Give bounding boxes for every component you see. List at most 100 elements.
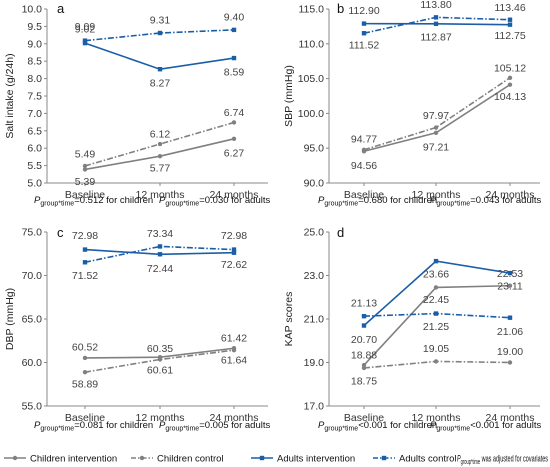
data-label: 8.27 [150, 78, 171, 90]
y-axis-title: KAP scores [283, 292, 295, 347]
data-point-adults-intervention [82, 247, 88, 252]
data-label: 112.75 [494, 30, 525, 42]
legend-covariate-note: Pgroup*time was adjusted for covariates [457, 454, 548, 467]
data-point-adults-intervention [361, 21, 367, 26]
panel-b: 90.0 95.0 100.0 105.0 110.0 115.0 Baseline 12 m… [283, 0, 541, 208]
data-point-adults-control [433, 15, 439, 20]
data-label: 19.00 [497, 346, 523, 358]
data-point-adults-control [361, 313, 367, 319]
data-point-adults-control [231, 247, 237, 252]
data-point-adults-intervention [157, 252, 163, 257]
x-tick-label: 12 months [135, 412, 184, 424]
y-tick-label: 8.5 [27, 56, 42, 68]
data-point-adults-intervention [507, 270, 513, 276]
data-label: 73.34 [147, 228, 173, 240]
data-label: 5.77 [150, 163, 171, 175]
y-tick-label: 95.0 [304, 143, 325, 155]
x-tick-label: Baseline [344, 412, 384, 424]
data-point-adults-control [82, 38, 88, 43]
data-point-children-control [507, 360, 513, 365]
series-line-adults-control [84, 29, 235, 42]
data-label: 21.13 [351, 298, 377, 310]
data-label: 8.59 [224, 67, 245, 79]
panel-d: 17.0 19.0 21.0 23.0 25.0 Baseline 12 months 24 … [283, 225, 541, 433]
panel-letter: a [57, 1, 65, 16]
data-label: 72.98 [72, 230, 98, 242]
x-tick-label: Baseline [65, 189, 105, 201]
legend-marker [139, 455, 145, 461]
data-label: 113.80 [420, 0, 451, 11]
data-point-children-control [231, 347, 237, 353]
y-tick-label: 23.0 [304, 270, 325, 282]
y-tick-label: 5.5 [27, 160, 42, 172]
data-point-adults-intervention [231, 55, 237, 61]
data-point-adults-control [361, 31, 367, 36]
data-label: 104.13 [494, 91, 526, 103]
legend-marker [12, 455, 18, 461]
y-tick-label: 55.0 [22, 401, 43, 413]
data-label: 19.05 [423, 343, 449, 355]
data-label: 6.27 [224, 147, 245, 159]
data-point-children-control [231, 120, 237, 125]
data-point-adults-intervention [361, 323, 367, 328]
data-label: 5.39 [75, 176, 96, 188]
y-tick-label: 115.0 [299, 4, 325, 16]
p-value-note: Pgroup*time=0.030 for adults [159, 195, 270, 208]
data-label: 112.90 [348, 5, 379, 17]
y-tick-label: 7.0 [27, 108, 42, 120]
data-point-children-intervention [82, 355, 88, 361]
y-tick-label: 60.0 [22, 357, 43, 369]
y-axis-title: DBP (mmHg) [4, 288, 16, 350]
y-tick-label: 5.0 [27, 178, 42, 190]
data-label: 60.61 [147, 365, 173, 377]
data-point-adults-intervention [231, 250, 237, 255]
x-tick-label: 12 months [411, 412, 460, 424]
data-point-children-intervention [82, 167, 88, 172]
legend-label-adults-intervention: Adults intervention [277, 454, 355, 465]
data-label: 9.31 [150, 15, 171, 27]
data-label: 72.62 [221, 259, 247, 271]
data-label: 72.44 [147, 263, 173, 275]
data-label: 94.77 [351, 133, 377, 145]
data-label: 5.49 [75, 148, 96, 160]
data-label: 60.52 [72, 341, 98, 353]
series-line-children-control [84, 349, 235, 373]
panel-a: 5.0 5.5 6.0 6.5 7.0 7.5 8.0 8.5 9.0 9.5 10.0 Baseli… [4, 1, 270, 208]
data-point-children-intervention [507, 82, 513, 87]
data-point-children-control [82, 163, 88, 169]
data-point-children-control [361, 365, 367, 371]
y-tick-label: 25.0 [304, 227, 325, 239]
legend-label-children-control: Children control [157, 454, 224, 465]
y-axis-title: Salt intake (g/24h) [4, 53, 16, 138]
data-label: 21.06 [497, 326, 523, 338]
x-tick-label: 24 months [209, 189, 258, 201]
p-value-note: Pgroup*time=0.043 for adults [430, 195, 541, 208]
data-label: 9.02 [75, 24, 96, 36]
data-label: 18.75 [351, 375, 377, 387]
data-point-adults-control [433, 311, 439, 316]
data-point-children-intervention [231, 136, 237, 142]
x-tick-label: 24 months [485, 412, 534, 424]
p-value-note: Pgroup*time=0.680 for children [318, 195, 437, 208]
data-label: 21.25 [423, 321, 449, 333]
y-tick-label: 7.5 [27, 91, 42, 103]
data-label: 18.88 [351, 350, 377, 362]
data-label: 23.66 [423, 269, 449, 281]
legend: Children intervention Children control Adu… [4, 454, 548, 467]
data-label: 61.64 [221, 355, 247, 367]
data-label: 23.11 [497, 281, 523, 293]
data-point-children-control [507, 75, 513, 80]
data-point-adults-control [157, 30, 163, 36]
data-label: 72.98 [221, 230, 247, 242]
data-point-children-control [157, 141, 163, 147]
x-tick-label: 24 months [485, 189, 534, 201]
data-point-adults-control [507, 17, 513, 22]
y-tick-label: 8.0 [27, 73, 42, 85]
x-tick-label: 24 months [209, 412, 258, 424]
panel-letter: c [57, 225, 64, 240]
series-line-adults-intervention [84, 42, 235, 71]
data-label: 97.97 [423, 110, 449, 122]
data-point-children-control [433, 125, 439, 130]
data-label: 61.42 [221, 333, 247, 345]
